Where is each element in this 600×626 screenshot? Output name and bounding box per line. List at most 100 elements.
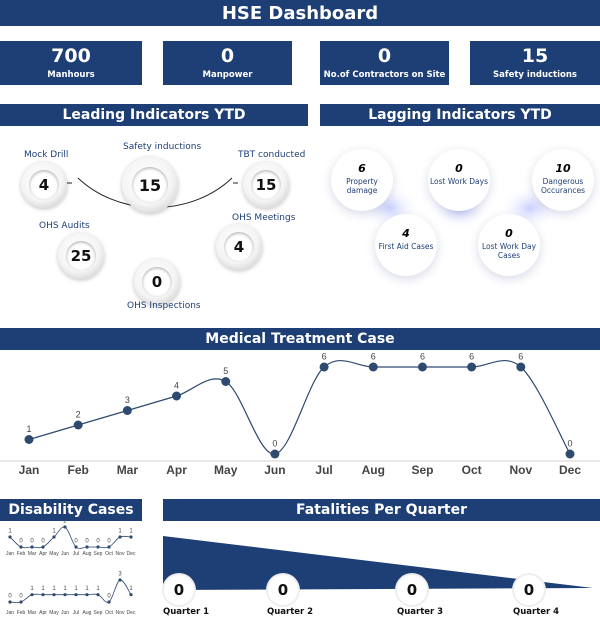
lagging-header: Lagging Indicators YTD <box>320 104 600 126</box>
lagging-item: 10 Dangerous Occurances <box>532 149 594 211</box>
dial-value: 4 <box>224 232 254 262</box>
fatalities-header: Fatalities Per Quarter <box>163 499 600 521</box>
data-point <box>41 545 45 549</box>
leading-label: OHS Audits <box>39 221 90 231</box>
data-point <box>467 362 477 372</box>
x-tick-label: Jul <box>73 551 79 557</box>
data-label: 0 <box>85 538 89 544</box>
dial-safety-inductions: 15 <box>122 157 178 213</box>
dial-tbt-conducted: 15 <box>243 162 289 208</box>
fatality-value-q1: 0 <box>164 575 194 605</box>
x-tick-label: Mar <box>28 610 37 616</box>
data-point <box>74 545 78 549</box>
x-tick-label: Mar <box>28 551 37 557</box>
data-point <box>107 600 111 604</box>
leading-label: Mock Drill <box>24 150 69 160</box>
data-label: 1 <box>30 586 34 592</box>
lagging-item: 0 Lost Work Days <box>428 149 490 211</box>
data-point <box>85 545 89 549</box>
x-tick-label: Jan <box>19 463 40 477</box>
kpi-value: 700 <box>51 45 91 67</box>
lagging-item: 0 Lost Work Day Cases <box>478 214 540 276</box>
dial-mock-drill: 4 <box>21 162 67 208</box>
data-point <box>129 535 133 539</box>
data-point <box>118 535 122 539</box>
quarter-label: Quarter 4 <box>513 607 560 617</box>
data-point <box>565 449 575 459</box>
x-tick-label: Oct <box>462 463 482 477</box>
lagging-item: 4 First Aid Cases <box>375 214 437 276</box>
data-label: 1 <box>129 528 133 534</box>
leading-label: OHS Meetings <box>232 213 296 223</box>
quarter-label: Quarter 3 <box>397 607 444 617</box>
data-label: 0 <box>8 593 12 599</box>
data-point <box>24 435 34 444</box>
data-point <box>118 578 122 582</box>
kpi-value: 0 <box>220 45 235 67</box>
quarter-label: Quarter 2 <box>267 607 314 617</box>
disability-chart-2: 0 Jan 0 Feb 1 Mar 1 Apr 1 May 1 Jun 1 Jul 1 Aug 1 Sep 0 Oct… <box>6 571 136 616</box>
x-tick-label: Jul <box>315 463 332 477</box>
data-label: 0 <box>272 439 277 449</box>
series-line <box>9 526 132 549</box>
data-label: 1 <box>41 586 45 592</box>
data-label: 2 <box>76 410 81 420</box>
kpi-safety-inductions: 15 Safety inductions <box>470 41 600 85</box>
kpi-contractors: 0 No.of Contractors on Site <box>320 41 449 85</box>
data-label: 0 <box>107 538 111 544</box>
fatality-value-q4: 0 <box>514 575 544 605</box>
data-point <box>516 362 526 372</box>
data-point <box>8 535 12 539</box>
data-label: 3 <box>118 571 122 577</box>
x-tick-label: Jan <box>6 551 14 557</box>
data-point <box>129 593 133 597</box>
x-tick-label: Apr <box>39 610 47 616</box>
x-tick-label: Nov <box>509 463 532 477</box>
data-label: 2 <box>63 520 67 524</box>
data-label: 3 <box>125 395 130 405</box>
kpi-label: Manpower <box>202 70 253 80</box>
data-label: 0 <box>74 538 78 544</box>
data-point <box>52 593 56 597</box>
kpi-label: No.of Contractors on Site <box>323 70 446 80</box>
x-tick-label: Jul <box>73 610 79 616</box>
data-point <box>19 600 23 604</box>
data-label: 5 <box>223 366 228 376</box>
x-tick-label: Jun <box>264 463 285 477</box>
data-point <box>73 420 83 430</box>
leading-label: OHS Inspections <box>127 301 201 311</box>
x-tick-label: Mar <box>117 463 139 477</box>
data-point <box>63 525 67 529</box>
data-point <box>30 545 34 549</box>
x-tick-label: Dec <box>127 551 136 557</box>
data-label: 6 <box>469 352 474 362</box>
kpi-value: 15 <box>521 45 549 67</box>
dial-value: 4 <box>29 170 59 200</box>
kpi-label: Safety inductions <box>493 70 577 80</box>
fatality-value-q2: 0 <box>268 575 298 605</box>
data-point <box>122 406 132 415</box>
data-label: 0 <box>19 593 23 599</box>
dial-value: 15 <box>132 167 168 203</box>
x-tick-label: Aug <box>83 551 92 557</box>
x-tick-label: May <box>49 610 59 616</box>
data-label: 0 <box>19 538 23 544</box>
leading-label: TBT conducted <box>238 150 306 160</box>
x-tick-label: May <box>214 463 238 477</box>
x-tick-label: Aug <box>362 463 385 477</box>
medical-header: Medical Treatment Case <box>0 328 600 350</box>
data-label: 4 <box>174 381 179 391</box>
fatalities-wedge <box>163 536 593 590</box>
data-label: 0 <box>30 538 34 544</box>
x-tick-label: Aug <box>83 610 92 616</box>
data-label: 1 <box>63 586 67 592</box>
x-tick-label: Sep <box>411 463 433 477</box>
data-point <box>19 545 23 549</box>
x-tick-label: Jun <box>61 551 69 557</box>
x-tick-label: Nov <box>116 551 125 557</box>
disability-chart-1: 1 Jan 0 Feb 0 Mar 0 Apr 1 May 2 Jun 0 Jul 0 Aug 0 Sep 0 Oct… <box>6 520 136 557</box>
data-point <box>41 593 45 597</box>
x-tick-label: Feb <box>68 463 89 477</box>
x-tick-label: Feb <box>17 551 26 557</box>
data-point <box>30 593 34 597</box>
